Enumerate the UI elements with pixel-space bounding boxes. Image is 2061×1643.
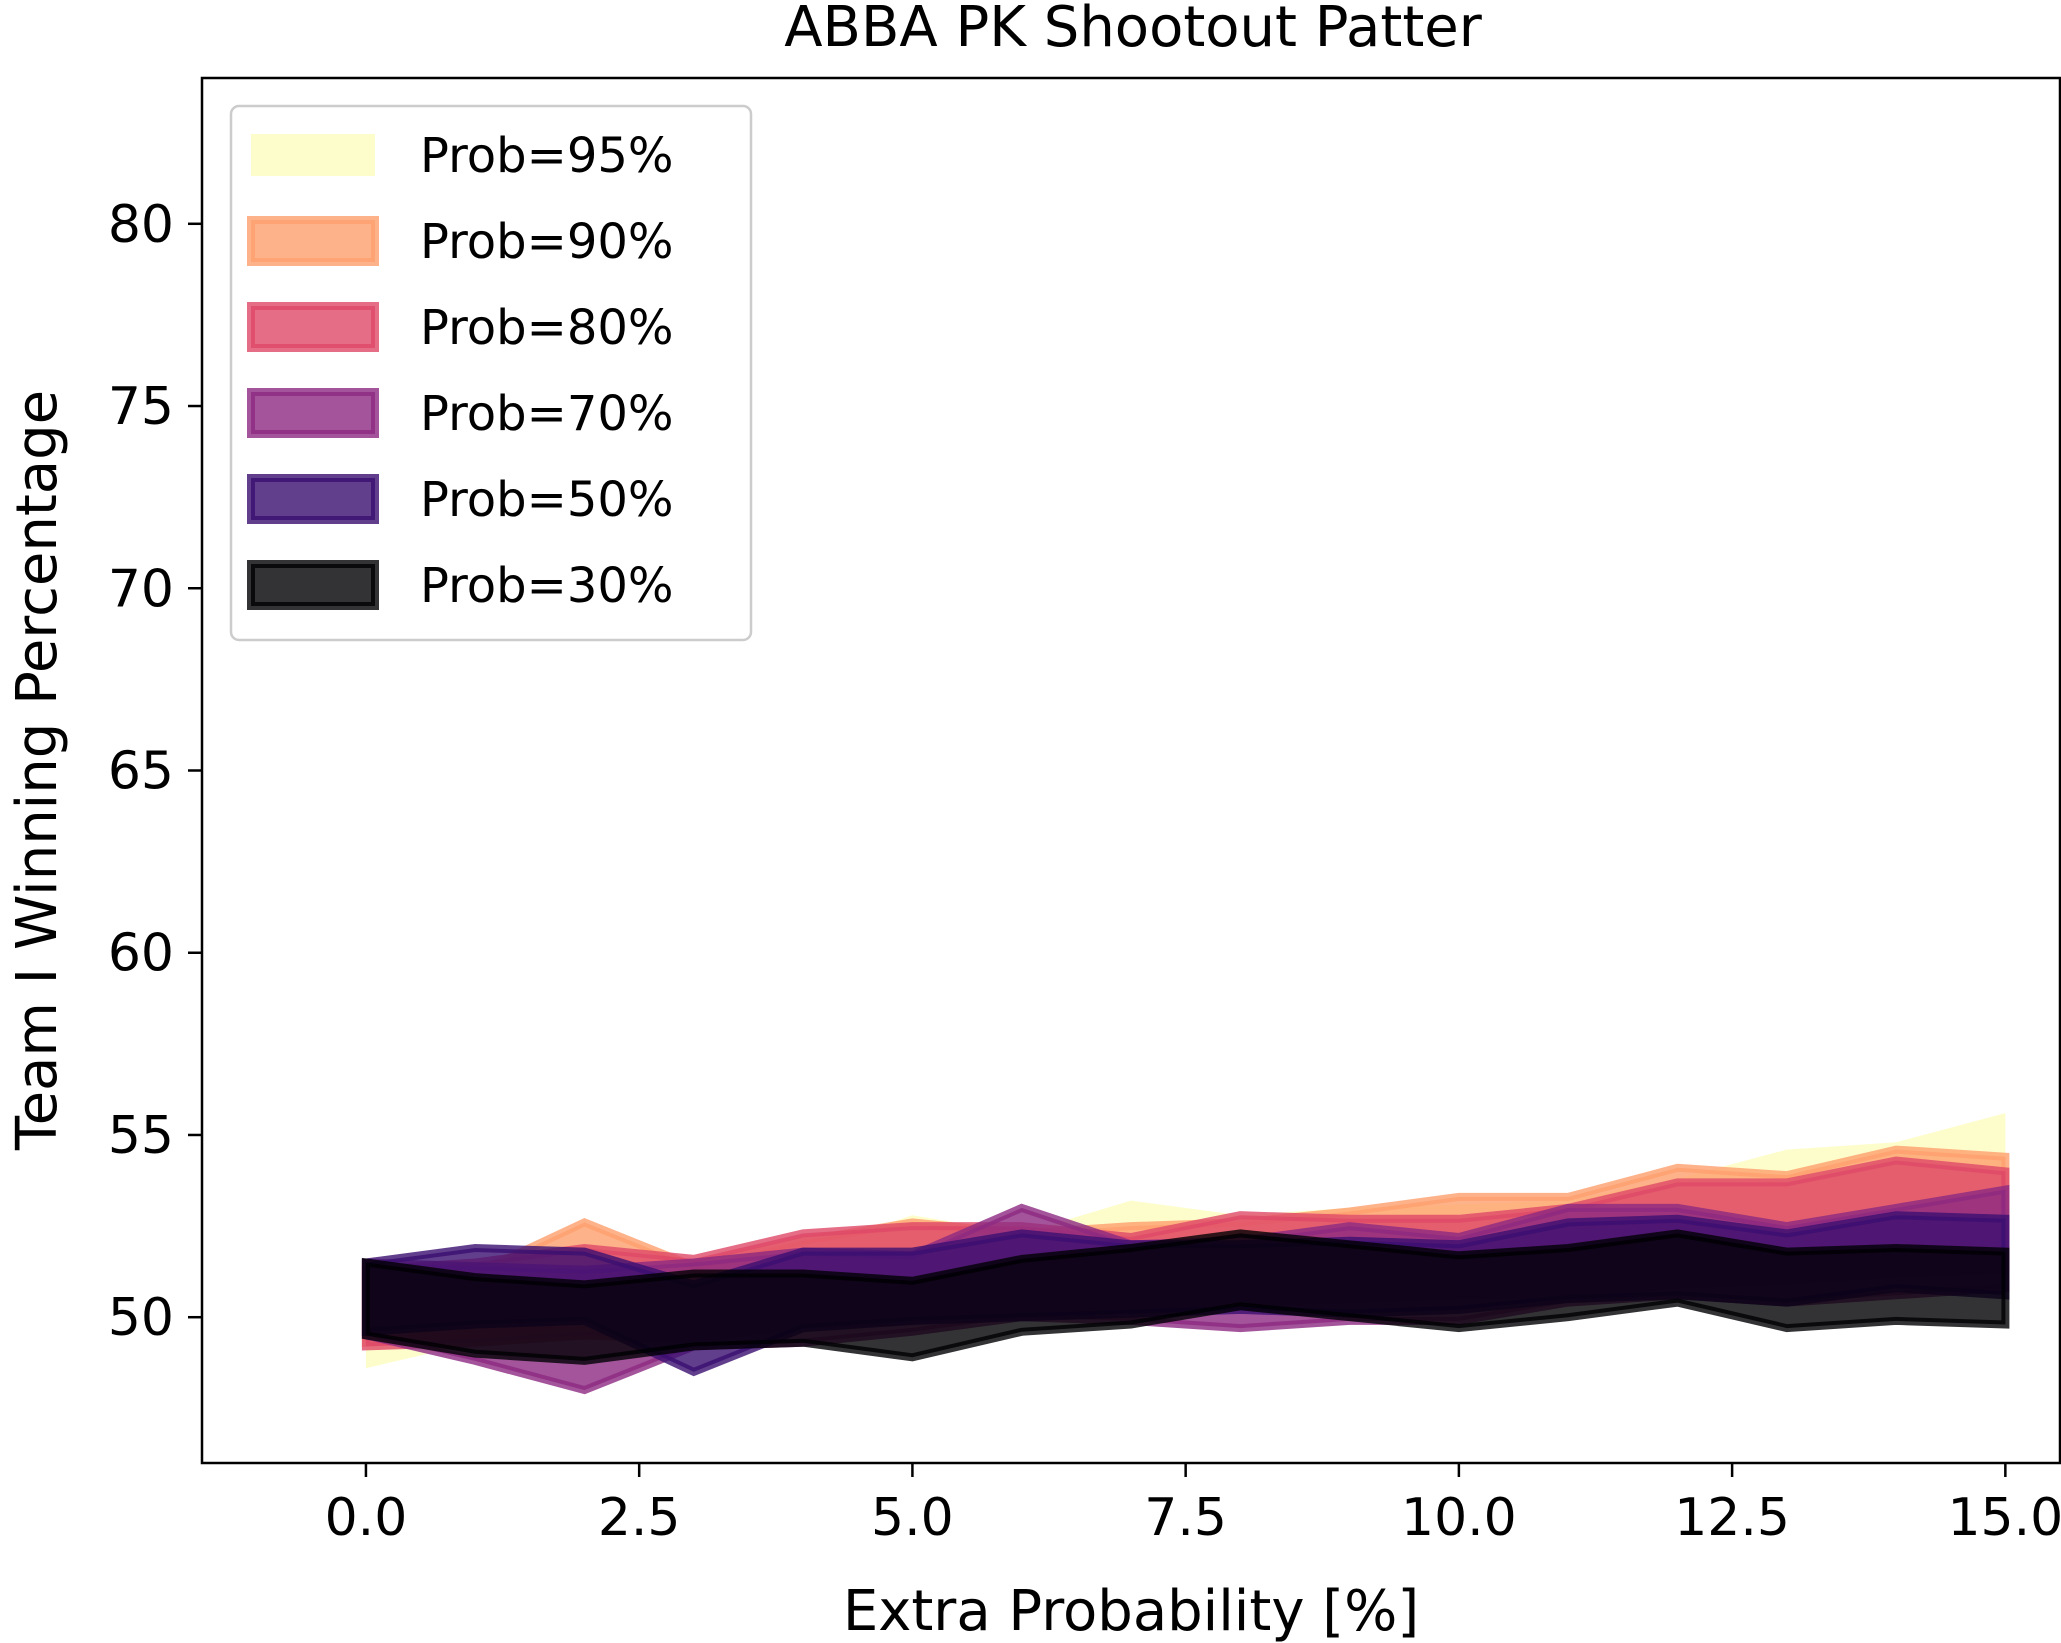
chart-title: ABBA PK Shootout Patter (784, 0, 1483, 60)
y-tick-label: 50 (108, 1288, 174, 1348)
x-tick-label: 10.0 (1401, 1488, 1517, 1548)
y-tick-label: 55 (108, 1106, 174, 1166)
x-axis-label: Extra Probability [%] (843, 1579, 1419, 1643)
x-tick-label: 15.0 (1947, 1488, 2061, 1548)
legend-swatch (251, 134, 375, 176)
series-band-30pct (361, 1229, 2010, 1365)
y-tick-label: 75 (108, 377, 174, 437)
y-axis-label: Team I Winning Percentage (5, 390, 70, 1151)
plot-area (361, 1113, 2010, 1395)
y-tick-label: 80 (108, 195, 174, 255)
x-axis: 0.0 2.5 5.0 7.5 10.0 12.5 15.0 (325, 1463, 2061, 1548)
legend-label: Prob=95% (420, 128, 674, 184)
x-tick-label: 0.0 (325, 1488, 408, 1548)
legend-swatch (247, 474, 379, 524)
legend-swatch (247, 388, 379, 438)
legend-label: Prob=90% (420, 214, 674, 270)
x-tick-label: 2.5 (598, 1488, 681, 1548)
x-tick-label: 5.0 (871, 1488, 954, 1548)
legend-swatch (247, 216, 379, 266)
legend: Prob=95% Prob=90% Prob=80% Prob=70% Prob=50%… (229, 104, 753, 642)
x-tick-label: 7.5 (1144, 1488, 1227, 1548)
y-tick-label: 65 (108, 742, 174, 802)
y-tick-label: 70 (108, 559, 174, 619)
legend-label: Prob=70% (420, 386, 674, 442)
legend-label: Prob=30% (420, 558, 674, 614)
y-tick-label: 60 (108, 924, 174, 984)
y-axis: 50 55 60 65 70 75 80 (108, 195, 202, 1348)
legend-swatch (247, 302, 379, 352)
legend-label: Prob=80% (420, 300, 674, 356)
x-tick-label: 12.5 (1674, 1488, 1790, 1548)
legend-label: Prob=50% (420, 472, 674, 528)
legend-swatch (247, 560, 379, 610)
